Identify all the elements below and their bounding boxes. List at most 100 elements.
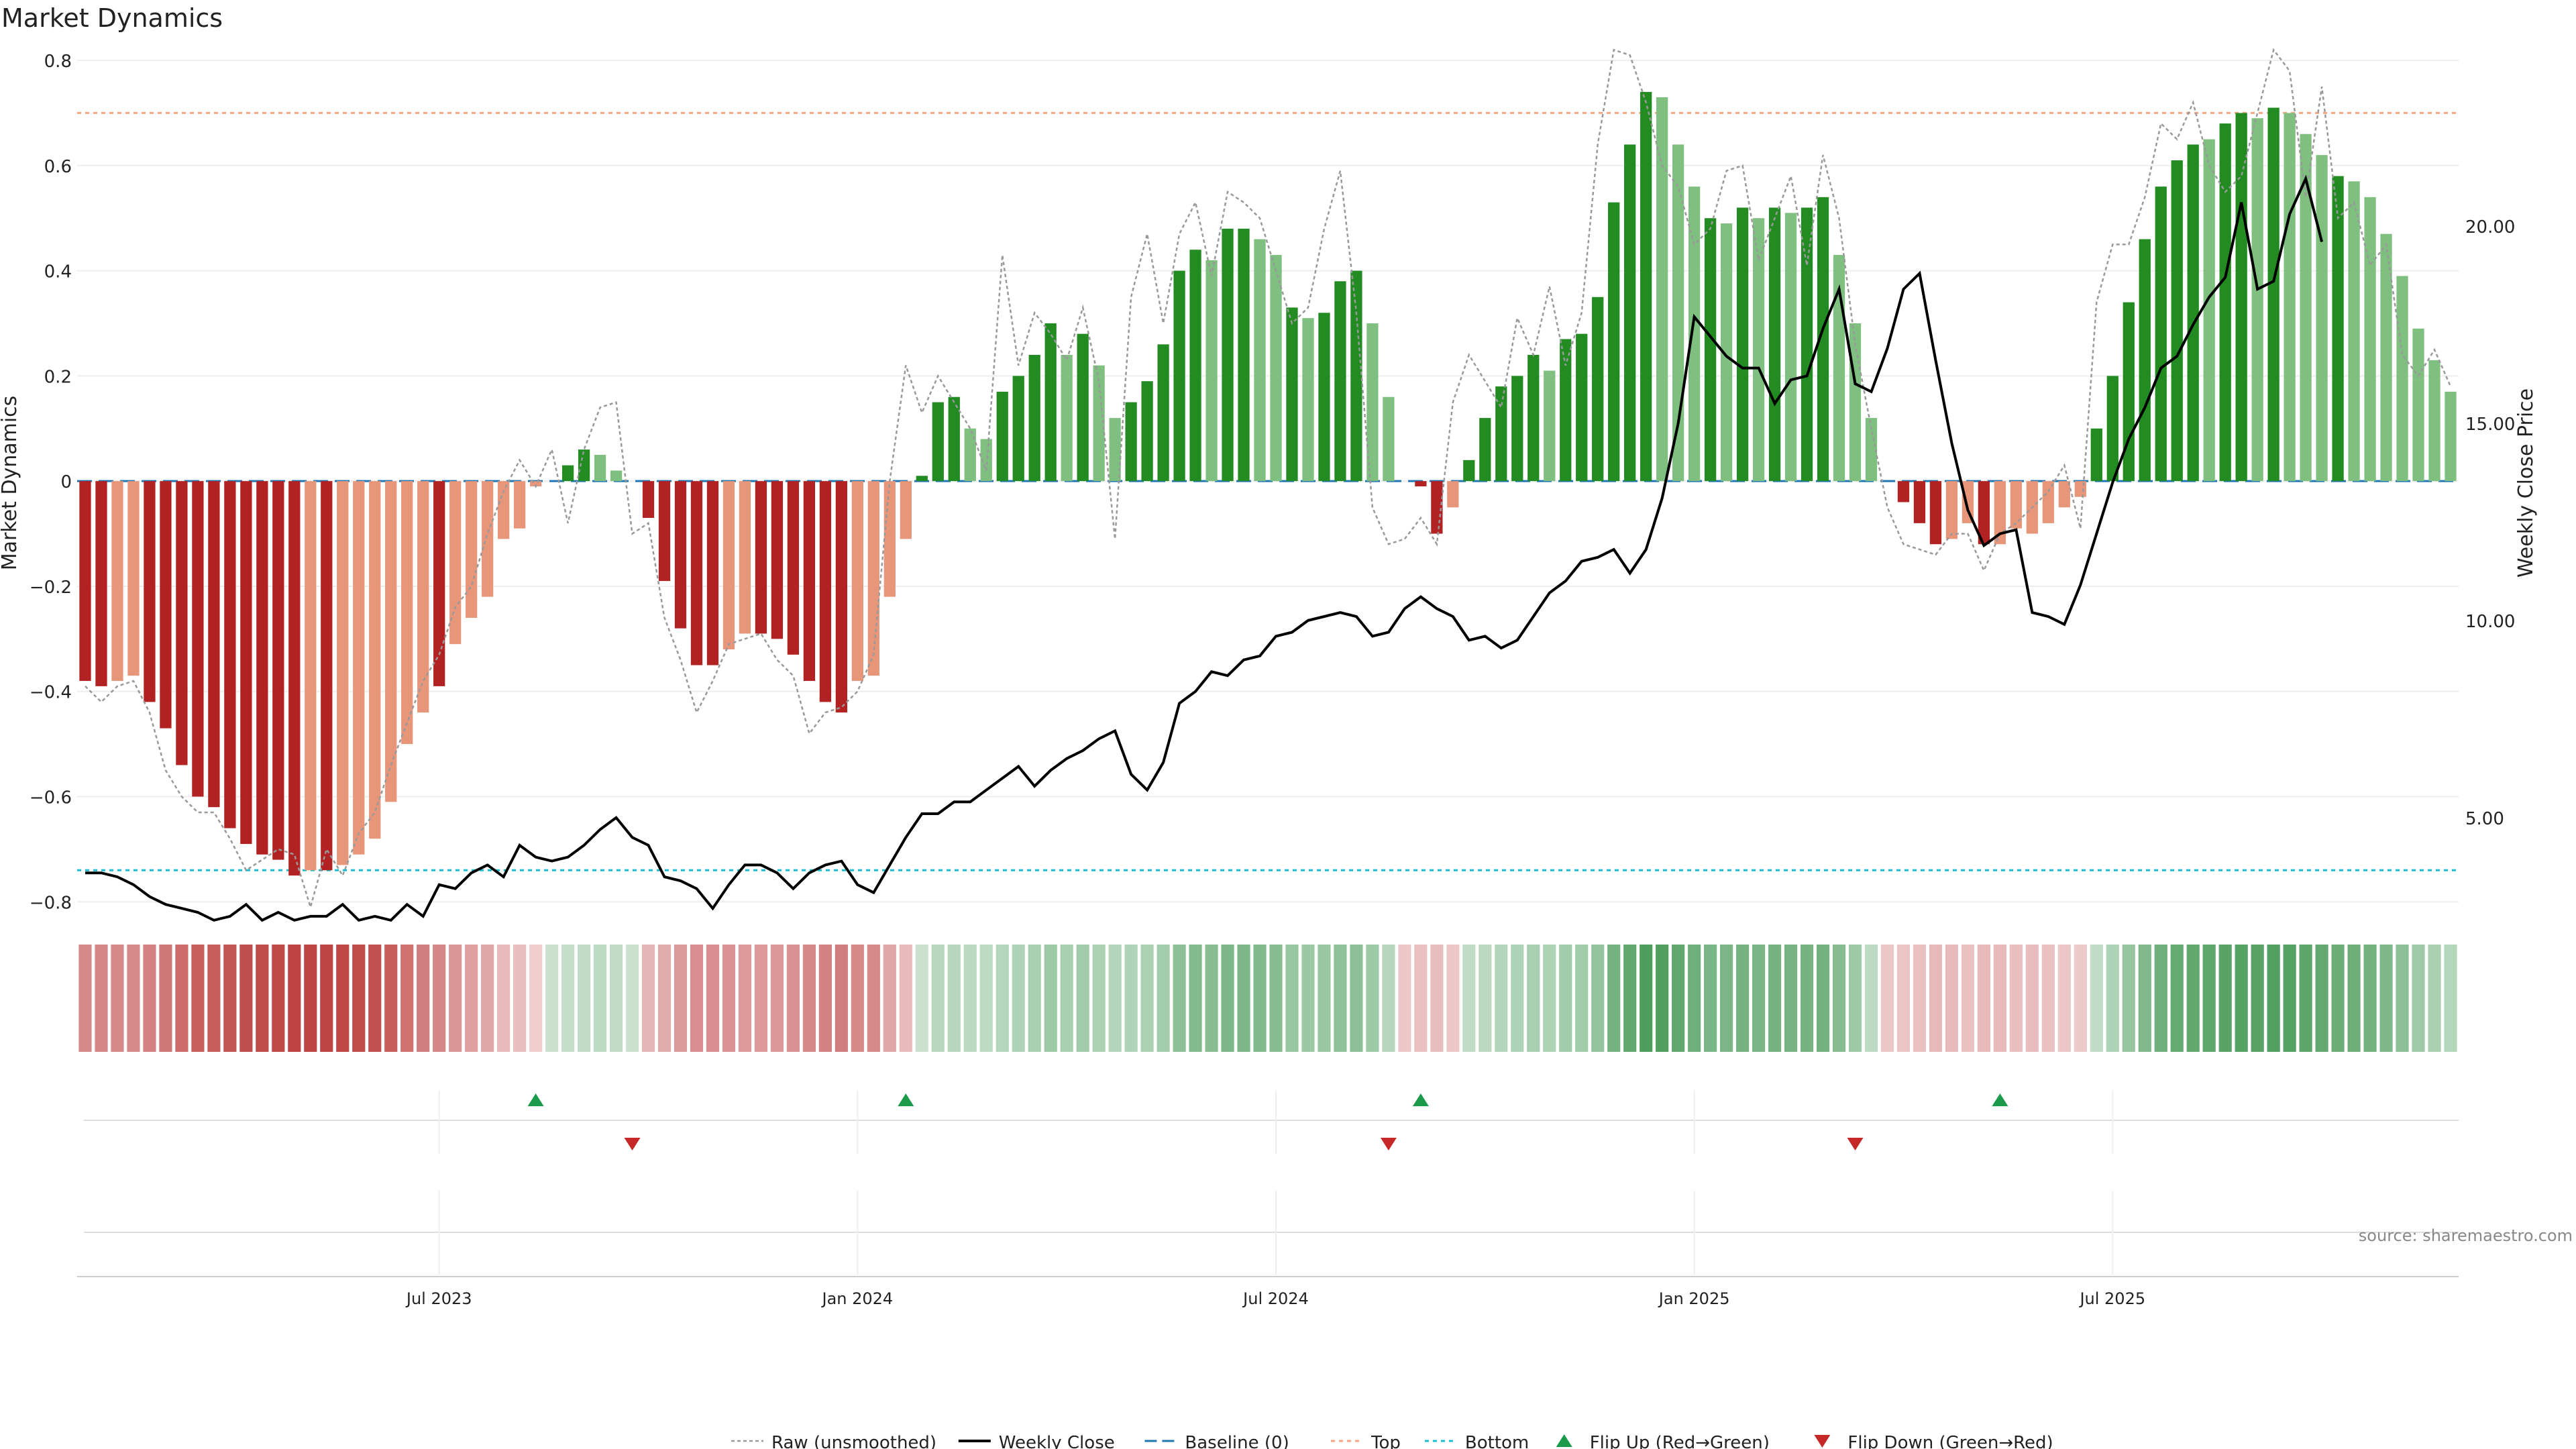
heat-cell (561, 945, 575, 1052)
momentum-bar (1270, 255, 1282, 482)
momentum-bar (1608, 202, 1620, 482)
momentum-bar (1125, 402, 1137, 482)
momentum-bar (1479, 418, 1491, 482)
heat-cell (1012, 945, 1025, 1052)
momentum-bar (2203, 139, 2215, 482)
momentum-bar (1913, 481, 1926, 523)
y2-tick-label: 5.00 (2465, 809, 2504, 829)
momentum-bar (288, 481, 301, 876)
heat-cell (1864, 945, 1878, 1052)
heat-cell (2396, 945, 2409, 1052)
heat-cell (1350, 945, 1363, 1052)
heat-cell (2218, 945, 2232, 1052)
heat-cell (433, 945, 446, 1052)
momentum-bar (851, 481, 863, 682)
raw-line (85, 48, 2452, 910)
momentum-bar (722, 481, 735, 650)
heat-cell (1237, 945, 1250, 1052)
x-axis: Jul 2023 Jan 2024 Jul 2024 Jan 2025 Jul 2025 (77, 1276, 2459, 1308)
momentum-bar (337, 481, 349, 865)
heat-cell (2154, 945, 2167, 1052)
momentum-bar (1366, 323, 1379, 482)
heat-cell (1736, 945, 1750, 1052)
heat-cell (1527, 945, 1540, 1052)
momentum-bar (224, 481, 236, 828)
momentum-bar (2396, 276, 2408, 482)
heat-cell (2299, 945, 2312, 1052)
momentum-bar (1752, 218, 1765, 482)
momentum-bar (1077, 333, 1089, 482)
momentum-bar (771, 481, 784, 639)
momentum-bar (1560, 339, 1572, 482)
momentum-bar (1254, 239, 1266, 482)
heat-cell (465, 945, 478, 1052)
momentum-bar (1350, 270, 1362, 482)
momentum-bar (1801, 207, 1813, 482)
momentum-bar (2364, 197, 2376, 482)
y2-tick-label: 15.00 (2465, 415, 2515, 435)
momentum-bar (2445, 391, 2457, 482)
momentum-bar (2251, 118, 2263, 482)
heat-cell (2170, 945, 2184, 1052)
momentum-bar (192, 481, 204, 797)
heat-cell (931, 945, 945, 1052)
heat-cell (835, 945, 848, 1052)
flip-down-marker (1847, 1138, 1864, 1150)
momentum-bar (2171, 160, 2183, 482)
heat-cell (1092, 945, 1106, 1052)
momentum-bar (1238, 228, 1250, 482)
legend-item: Baseline (0) (1144, 1433, 1289, 1449)
legend-item: Bottom (1424, 1433, 1529, 1449)
y2-tick-label: 20.00 (2465, 217, 2515, 237)
momentum-bar (176, 481, 188, 765)
momentum-bar (2090, 428, 2102, 482)
momentum-bar (658, 481, 671, 582)
heat-cell (657, 945, 672, 1052)
momentum-bar (2316, 155, 2328, 482)
momentum-panel: 0.8 0.6 0.4 0.2 0 −0.2 −0.4 −0.6 −0.8 20.00 15.00… (0, 48, 2538, 922)
heat-cell (352, 945, 366, 1052)
momentum-bar (578, 449, 590, 482)
momentum-bar (1527, 355, 1540, 482)
heat-cell (770, 945, 784, 1052)
heat-cell (947, 945, 961, 1052)
heat-cell (786, 945, 800, 1052)
momentum-bar (1511, 376, 1523, 482)
momentum-bar (2106, 376, 2118, 482)
weekly-close-line (85, 174, 2324, 922)
heat-cell (1720, 945, 1733, 1052)
momentum-bar (321, 481, 333, 871)
heat-cell (1157, 945, 1170, 1052)
y-tick-label: 0.4 (44, 262, 72, 282)
heat-cell (481, 945, 494, 1052)
momentum-bar (2042, 481, 2054, 523)
momentum-bar (2219, 123, 2231, 482)
momentum-bar (95, 481, 107, 686)
momentum-bar (883, 481, 896, 597)
heat-cell (1382, 945, 1395, 1052)
momentum-bar (1334, 281, 1346, 482)
heat-cell (1253, 945, 1267, 1052)
momentum-bar (1624, 144, 1636, 482)
legend-label: Flip Down (Green→Red) (1847, 1433, 2053, 1449)
heat-cell (159, 945, 172, 1052)
heat-cell (851, 945, 864, 1052)
momentum-bar (1157, 344, 1169, 482)
heat-cell (2138, 945, 2151, 1052)
heat-cell (1977, 945, 1990, 1052)
heat-cell (2251, 945, 2264, 1052)
momentum-bar (2332, 176, 2344, 482)
weekly-close-series-line (85, 174, 2324, 922)
heat-cell (2444, 945, 2457, 1052)
flip-markers-panel (84, 1090, 2459, 1275)
momentum-bar (353, 481, 365, 855)
heat-cell (2090, 945, 2103, 1052)
heat-cell (818, 945, 832, 1052)
heat-cell (593, 945, 607, 1052)
momentum-bar (1383, 396, 1395, 482)
heat-cell (1543, 945, 1556, 1052)
heat-cell (996, 945, 1009, 1052)
left-axis-label: Market Dynamics (0, 396, 21, 571)
legend-label: Top (1371, 1433, 1401, 1449)
momentum-bar (1576, 333, 1588, 482)
